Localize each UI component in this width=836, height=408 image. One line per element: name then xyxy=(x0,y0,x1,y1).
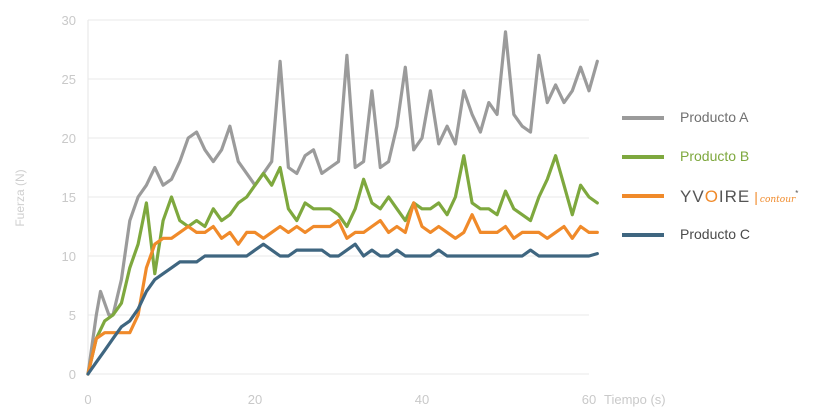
x-tick-60: 60 xyxy=(582,392,596,407)
legend-label-producto-b: Producto B xyxy=(680,148,749,164)
series-line-producto-c xyxy=(86,242,599,376)
y-tick-15: 15 xyxy=(62,190,76,205)
series-line-producto-a xyxy=(86,30,599,376)
yvoire-contour-logo: YVOIRE | contour* xyxy=(680,187,798,206)
y-tick-5: 5 xyxy=(69,308,76,323)
series-line-yvoire-contour xyxy=(86,201,599,376)
x-tick-20: 20 xyxy=(248,392,262,407)
y-tick-20: 20 xyxy=(62,131,76,146)
legend: Producto A Producto B YVOIRE | contour* Pr… xyxy=(622,109,798,242)
grid-layer xyxy=(88,19,589,375)
y-tick-30: 30 xyxy=(62,13,76,28)
legend-item-producto-a: Producto A xyxy=(622,109,749,125)
legend-item-producto-b: Producto B xyxy=(622,148,749,164)
legend-label-producto-c: Producto C xyxy=(680,226,750,242)
legend-label-producto-a: Producto A xyxy=(680,109,749,125)
series-layer xyxy=(86,30,599,376)
x-axis-label: Tiempo (s) xyxy=(604,392,666,407)
x-tick-0: 0 xyxy=(84,392,91,407)
x-tick-labels: 0 20 40 60 xyxy=(84,392,596,407)
series-line-producto-b xyxy=(86,154,599,376)
y-tick-labels: 0 5 10 15 20 25 30 xyxy=(62,13,76,382)
y-tick-10: 10 xyxy=(62,249,76,264)
y-tick-25: 25 xyxy=(62,72,76,87)
x-tick-40: 40 xyxy=(415,392,429,407)
legend-item-producto-c: Producto C xyxy=(622,226,750,242)
legend-item-yvoire: YVOIRE | contour* xyxy=(622,187,798,206)
y-tick-0: 0 xyxy=(69,367,76,382)
y-axis-label: Fuerza (N) xyxy=(13,169,27,226)
